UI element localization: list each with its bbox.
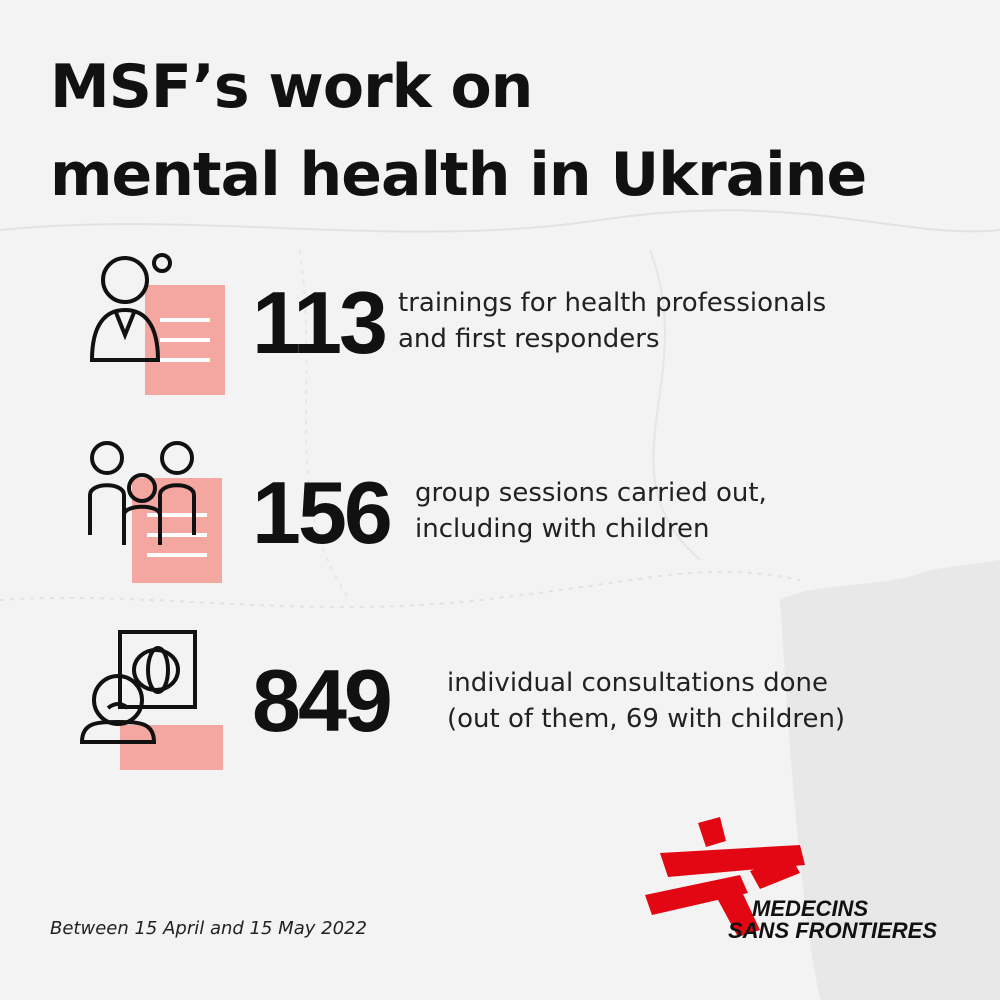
logo-text: MEDECINS <box>752 896 869 921</box>
stat-number: 156 <box>252 463 393 562</box>
consultation-icon <box>79 630 223 770</box>
stat-description: trainings for health professionals <box>398 288 827 318</box>
stat-number: 849 <box>252 651 393 750</box>
stat-description: (out of them, 69 with children) <box>447 704 846 734</box>
stat-description: group sessions carried out, <box>415 478 767 508</box>
logo-text: SANS FRONTIERES <box>728 918 938 943</box>
title-line: MSF’s work on <box>50 52 533 122</box>
group-icon <box>88 441 222 583</box>
trainings-icon <box>89 253 225 395</box>
msf-logo-mark <box>645 817 805 937</box>
stat-description: individual consultations done <box>447 668 828 698</box>
title-line: mental health in Ukraine <box>50 140 867 210</box>
stat-description: including with children <box>415 514 710 544</box>
date-note: Between 15 April and 15 May 2022 <box>50 918 367 939</box>
stat-description: and first responders <box>398 324 660 354</box>
stat-number: 113 <box>252 273 388 372</box>
